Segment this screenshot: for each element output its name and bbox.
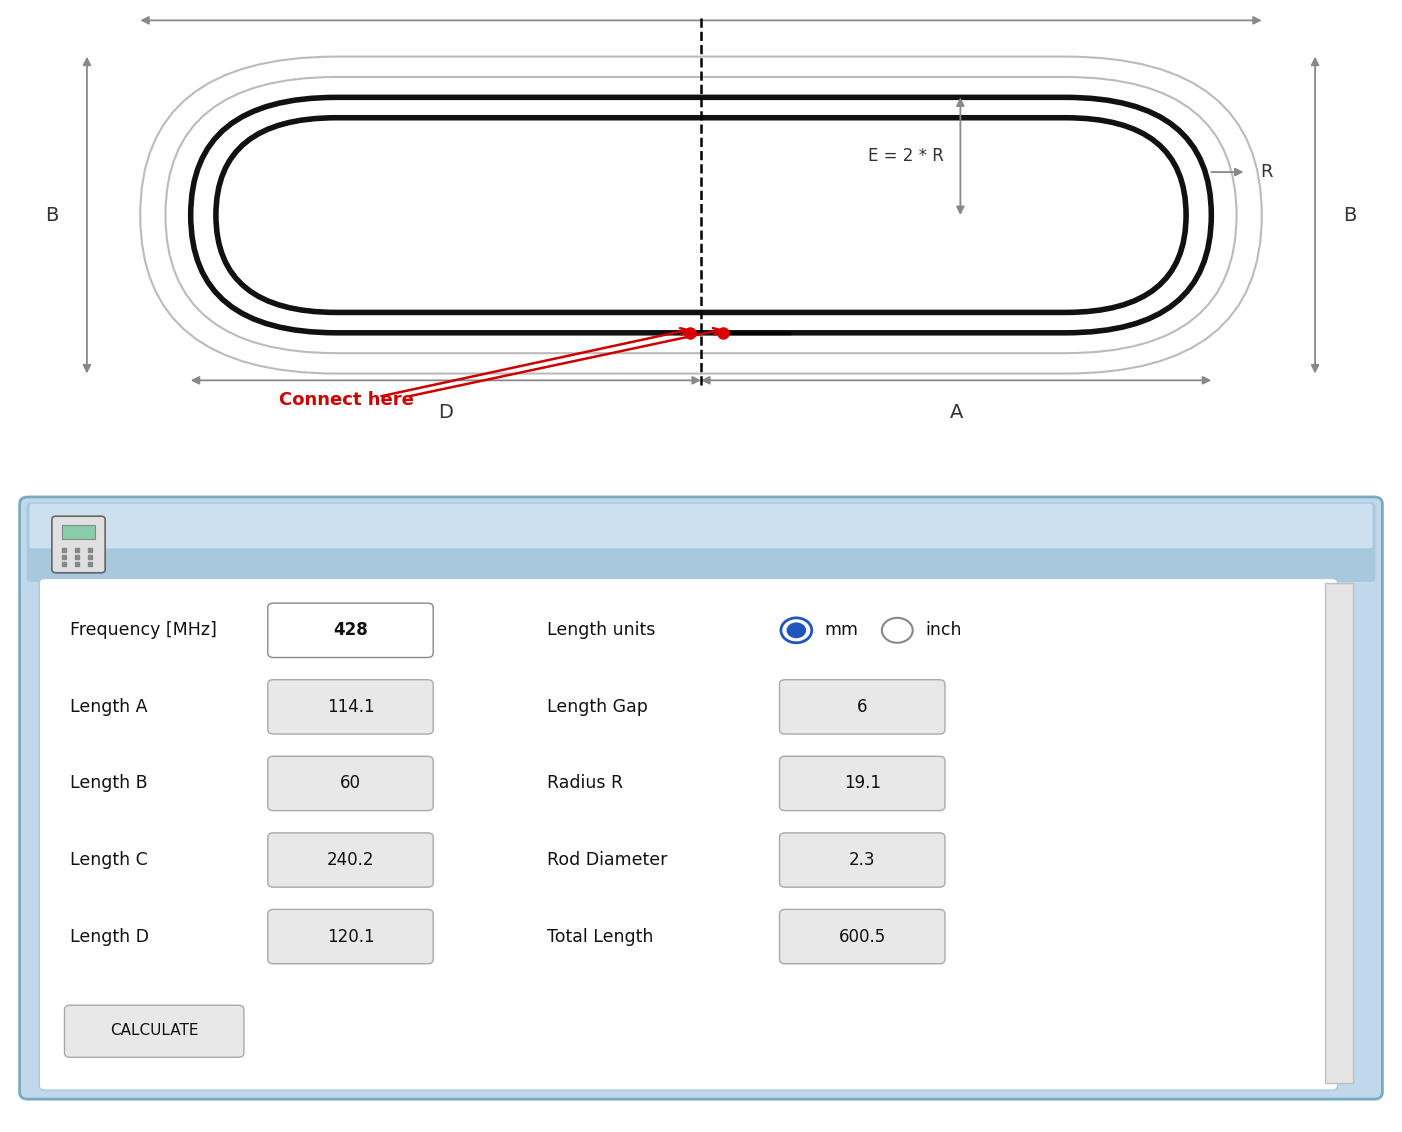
FancyBboxPatch shape: [52, 516, 105, 573]
Circle shape: [781, 618, 812, 643]
FancyBboxPatch shape: [268, 679, 433, 734]
FancyBboxPatch shape: [1325, 583, 1353, 1083]
Text: Length D: Length D: [70, 927, 149, 945]
Text: A: A: [949, 403, 963, 422]
Text: E = 2 * R: E = 2 * R: [868, 147, 944, 165]
Text: inch: inch: [925, 621, 962, 640]
Text: Length units: Length units: [547, 621, 655, 640]
FancyBboxPatch shape: [29, 504, 1373, 548]
Text: Length Gap: Length Gap: [547, 698, 648, 715]
FancyBboxPatch shape: [268, 756, 433, 811]
Text: Total Length: Total Length: [547, 927, 653, 945]
FancyBboxPatch shape: [64, 1005, 244, 1057]
Text: 428: 428: [334, 621, 367, 640]
Text: 60: 60: [341, 774, 360, 792]
Text: Connect here: Connect here: [279, 391, 414, 409]
Text: Radius R: Radius R: [547, 774, 622, 792]
FancyBboxPatch shape: [39, 578, 1338, 1090]
Text: mm: mm: [824, 621, 858, 640]
Text: Length C: Length C: [70, 851, 147, 869]
FancyBboxPatch shape: [27, 503, 1375, 582]
Text: Frequency [MHz]: Frequency [MHz]: [70, 621, 217, 640]
Text: 600.5: 600.5: [838, 927, 886, 945]
FancyBboxPatch shape: [268, 603, 433, 658]
FancyBboxPatch shape: [62, 525, 95, 539]
Text: CALCULATE: CALCULATE: [109, 1022, 199, 1038]
Text: Length A: Length A: [70, 698, 147, 715]
FancyBboxPatch shape: [780, 909, 945, 963]
FancyBboxPatch shape: [780, 756, 945, 811]
FancyBboxPatch shape: [20, 497, 1382, 1099]
FancyBboxPatch shape: [268, 833, 433, 887]
Text: 120.1: 120.1: [327, 927, 374, 945]
Text: B: B: [45, 206, 59, 224]
Text: 240.2: 240.2: [327, 851, 374, 869]
FancyBboxPatch shape: [780, 679, 945, 734]
Text: 114.1: 114.1: [327, 698, 374, 715]
Text: 6: 6: [857, 698, 868, 715]
Text: D: D: [439, 403, 453, 422]
Text: 19.1: 19.1: [844, 774, 880, 792]
Text: B: B: [1343, 206, 1357, 224]
Text: Length B: Length B: [70, 774, 147, 792]
FancyBboxPatch shape: [780, 833, 945, 887]
Circle shape: [882, 618, 913, 643]
Circle shape: [787, 623, 806, 638]
Text: Rod Diameter: Rod Diameter: [547, 851, 667, 869]
FancyBboxPatch shape: [268, 909, 433, 963]
Text: R: R: [1260, 163, 1273, 181]
Text: 2.3: 2.3: [850, 851, 875, 869]
